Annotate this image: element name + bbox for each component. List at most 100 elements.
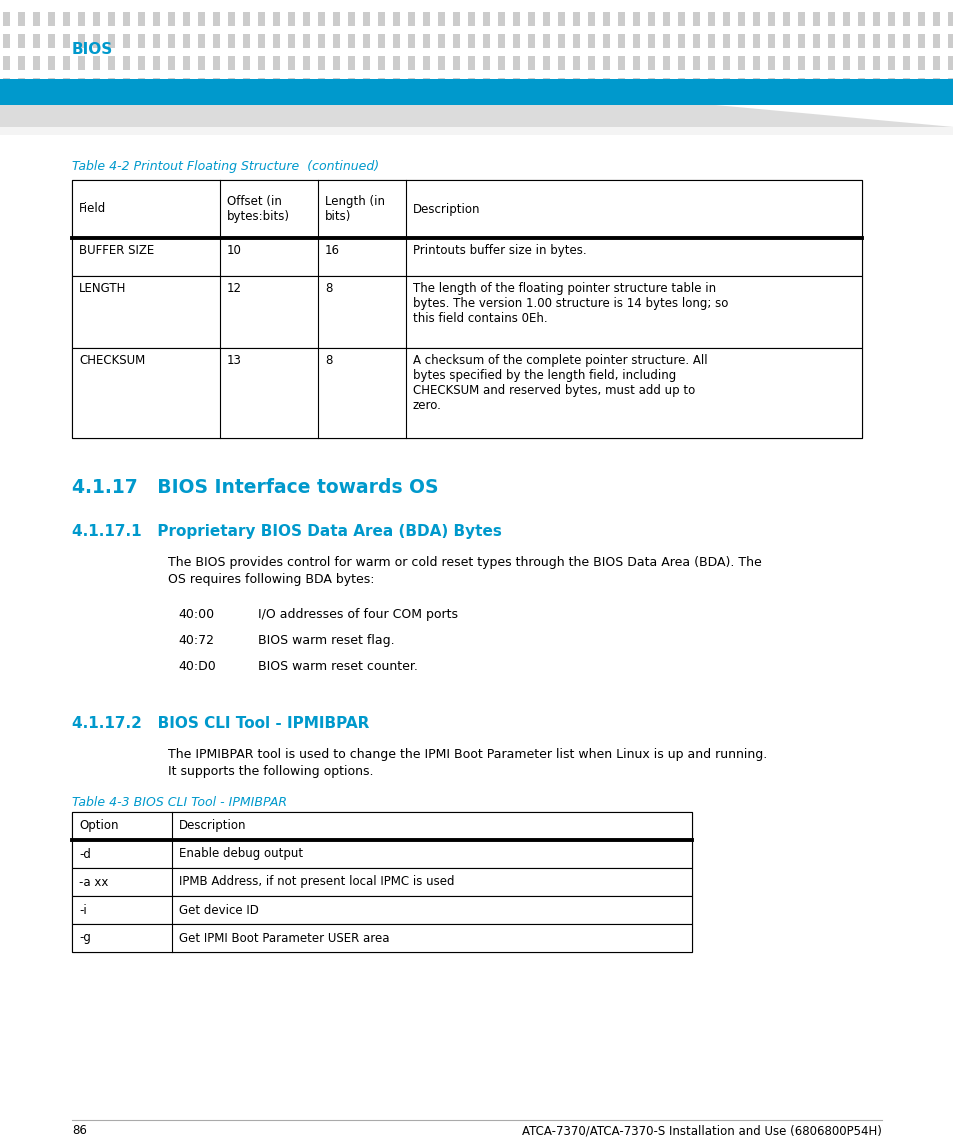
- Bar: [273, 78, 280, 92]
- Bar: [333, 56, 339, 70]
- Bar: [63, 78, 70, 92]
- Bar: [198, 56, 205, 70]
- Bar: [348, 11, 355, 26]
- Bar: [377, 78, 385, 92]
- Bar: [947, 11, 953, 26]
- Bar: [678, 11, 684, 26]
- Bar: [393, 11, 399, 26]
- Text: 4.1.17   BIOS Interface towards OS: 4.1.17 BIOS Interface towards OS: [71, 477, 438, 497]
- Text: CHECKSUM: CHECKSUM: [79, 354, 145, 368]
- Bar: [662, 11, 669, 26]
- Bar: [678, 78, 684, 92]
- Bar: [123, 56, 130, 70]
- Bar: [618, 56, 624, 70]
- Text: Description: Description: [179, 820, 246, 832]
- Bar: [872, 78, 879, 92]
- Bar: [752, 78, 760, 92]
- Text: 40:72: 40:72: [178, 634, 213, 647]
- Bar: [573, 56, 579, 70]
- Bar: [692, 78, 700, 92]
- Bar: [827, 11, 834, 26]
- Text: BIOS warm reset flag.: BIOS warm reset flag.: [257, 634, 395, 647]
- Bar: [827, 78, 834, 92]
- Text: IPMB Address, if not present local IPMC is used: IPMB Address, if not present local IPMC …: [179, 876, 454, 889]
- Bar: [3, 11, 10, 26]
- Bar: [797, 34, 804, 48]
- Bar: [71, 840, 691, 868]
- Bar: [257, 34, 265, 48]
- Bar: [168, 56, 174, 70]
- Bar: [422, 11, 430, 26]
- Bar: [213, 56, 220, 70]
- Bar: [78, 34, 85, 48]
- Bar: [437, 56, 444, 70]
- Bar: [902, 11, 909, 26]
- Bar: [782, 78, 789, 92]
- Bar: [317, 34, 325, 48]
- Bar: [618, 78, 624, 92]
- Bar: [333, 34, 339, 48]
- Bar: [618, 11, 624, 26]
- Bar: [782, 34, 789, 48]
- Bar: [468, 56, 475, 70]
- Bar: [842, 56, 849, 70]
- Bar: [827, 34, 834, 48]
- Text: BIOS: BIOS: [71, 42, 113, 57]
- Text: -i: -i: [79, 903, 87, 916]
- Bar: [108, 78, 115, 92]
- Bar: [782, 56, 789, 70]
- Bar: [692, 56, 700, 70]
- Bar: [273, 34, 280, 48]
- Text: Printouts buffer size in bytes.: Printouts buffer size in bytes.: [413, 244, 586, 256]
- Bar: [257, 11, 265, 26]
- Bar: [123, 11, 130, 26]
- Bar: [857, 56, 864, 70]
- Bar: [243, 78, 250, 92]
- Bar: [453, 78, 459, 92]
- Bar: [827, 56, 834, 70]
- Bar: [108, 34, 115, 48]
- Bar: [92, 34, 100, 48]
- Bar: [152, 56, 160, 70]
- Bar: [513, 34, 519, 48]
- Text: -d: -d: [79, 847, 91, 861]
- Bar: [497, 56, 504, 70]
- Text: 4.1.17.2   BIOS CLI Tool - IPMIBPAR: 4.1.17.2 BIOS CLI Tool - IPMIBPAR: [71, 716, 369, 731]
- Bar: [422, 56, 430, 70]
- Bar: [78, 11, 85, 26]
- Bar: [482, 78, 490, 92]
- Bar: [71, 924, 691, 951]
- Bar: [183, 56, 190, 70]
- Bar: [558, 56, 564, 70]
- Bar: [947, 56, 953, 70]
- Bar: [468, 78, 475, 92]
- Bar: [947, 78, 953, 92]
- Bar: [393, 34, 399, 48]
- Bar: [573, 11, 579, 26]
- Bar: [678, 34, 684, 48]
- Text: 4.1.17.1   Proprietary BIOS Data Area (BDA) Bytes: 4.1.17.1 Proprietary BIOS Data Area (BDA…: [71, 524, 501, 539]
- Bar: [453, 11, 459, 26]
- Bar: [243, 34, 250, 48]
- Bar: [887, 78, 894, 92]
- Bar: [437, 78, 444, 92]
- Bar: [183, 11, 190, 26]
- Bar: [842, 78, 849, 92]
- Bar: [542, 78, 550, 92]
- Text: -g: -g: [79, 932, 91, 945]
- Bar: [303, 78, 310, 92]
- Text: The length of the floating pointer structure table in
bytes. The version 1.00 st: The length of the floating pointer struc…: [413, 282, 727, 325]
- Bar: [662, 56, 669, 70]
- Bar: [587, 78, 595, 92]
- Bar: [767, 11, 774, 26]
- Text: 8: 8: [325, 354, 332, 368]
- Bar: [932, 34, 939, 48]
- Bar: [782, 11, 789, 26]
- Bar: [633, 34, 639, 48]
- Bar: [947, 34, 953, 48]
- Bar: [587, 56, 595, 70]
- Bar: [468, 34, 475, 48]
- Bar: [842, 34, 849, 48]
- Bar: [812, 56, 820, 70]
- Bar: [542, 34, 550, 48]
